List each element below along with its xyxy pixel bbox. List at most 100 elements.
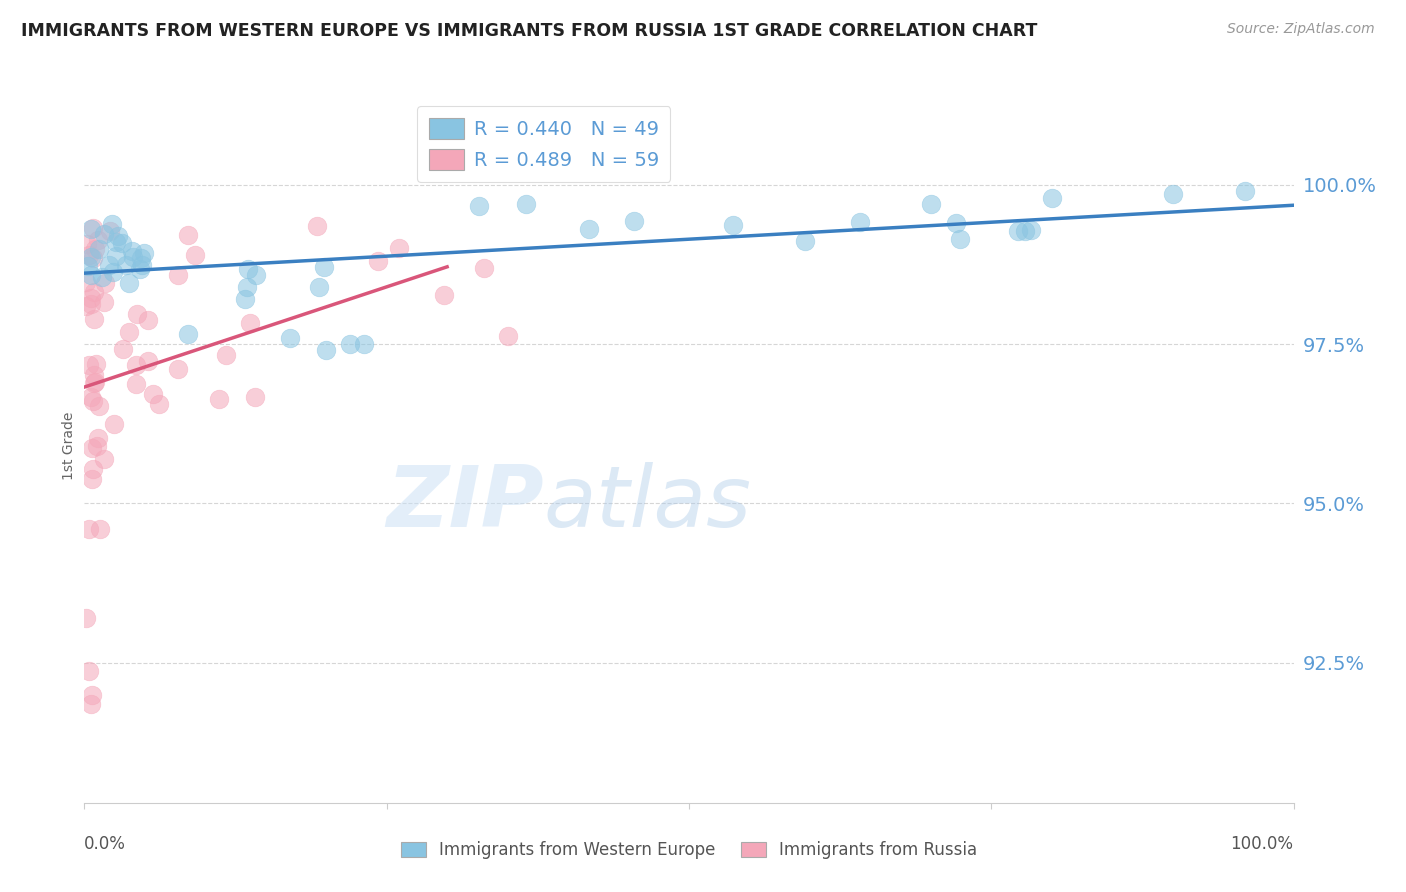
Point	[128, 262, 150, 277]
Point	[93, 451, 115, 466]
Point	[75, 299, 97, 313]
Point	[76, 237, 98, 252]
Point	[112, 342, 135, 356]
Point	[89, 242, 111, 256]
Point	[82, 441, 104, 455]
Point	[86, 431, 108, 445]
Point	[80, 291, 103, 305]
Point	[97, 258, 120, 272]
Point	[83, 285, 105, 299]
Point	[79, 248, 101, 262]
Point	[949, 232, 972, 246]
Point	[77, 259, 100, 273]
Point	[367, 254, 389, 268]
Point	[1019, 223, 1042, 237]
Point	[215, 348, 238, 362]
Point	[79, 698, 101, 712]
Point	[307, 219, 329, 234]
Text: Source: ZipAtlas.com: Source: ZipAtlas.com	[1227, 22, 1375, 37]
Point	[315, 343, 337, 358]
Point	[104, 249, 127, 263]
Point	[623, 213, 645, 227]
Point	[79, 222, 101, 236]
Point	[136, 313, 159, 327]
Point	[101, 217, 124, 231]
Point	[89, 521, 111, 535]
Point	[98, 224, 121, 238]
Point	[166, 362, 188, 376]
Point	[278, 331, 301, 345]
Point	[433, 288, 456, 302]
Point	[515, 197, 537, 211]
Point	[794, 234, 817, 248]
Point	[177, 327, 200, 342]
Point	[1040, 190, 1063, 204]
Point	[472, 261, 495, 276]
Point	[83, 376, 105, 391]
Point	[77, 664, 100, 678]
Point	[721, 218, 744, 232]
Point	[131, 258, 153, 272]
Point	[117, 325, 139, 339]
Point	[82, 220, 104, 235]
Point	[167, 268, 190, 283]
Point	[75, 610, 97, 624]
Legend: Immigrants from Western Europe, Immigrants from Russia: Immigrants from Western Europe, Immigran…	[394, 835, 984, 866]
Point	[84, 243, 107, 257]
Point	[121, 244, 143, 259]
Point	[115, 258, 138, 272]
Point	[578, 221, 600, 235]
Text: ZIP: ZIP	[387, 461, 544, 545]
Point	[177, 227, 200, 242]
Point	[93, 277, 115, 291]
Point	[80, 268, 103, 283]
Point	[82, 461, 104, 475]
Point	[77, 358, 100, 372]
Text: 100.0%: 100.0%	[1230, 835, 1294, 853]
Point	[945, 216, 967, 230]
Point	[849, 215, 872, 229]
Point	[312, 260, 335, 275]
Point	[82, 252, 104, 266]
Point	[468, 199, 491, 213]
Point	[80, 472, 103, 486]
Y-axis label: 1st Grade: 1st Grade	[62, 412, 76, 480]
Point	[84, 376, 107, 390]
Point	[87, 233, 110, 247]
Point	[920, 197, 942, 211]
Point	[118, 276, 141, 290]
Point	[236, 261, 259, 276]
Point	[101, 265, 124, 279]
Point	[104, 235, 127, 249]
Point	[245, 268, 267, 283]
Point	[1014, 224, 1036, 238]
Text: atlas: atlas	[544, 461, 752, 545]
Point	[132, 246, 155, 260]
Point	[236, 280, 259, 294]
Text: IMMIGRANTS FROM WESTERN EUROPE VS IMMIGRANTS FROM RUSSIA 1ST GRADE CORRELATION C: IMMIGRANTS FROM WESTERN EUROPE VS IMMIGR…	[21, 22, 1038, 40]
Point	[83, 312, 105, 326]
Point	[124, 358, 146, 372]
Point	[498, 329, 520, 343]
Point	[1161, 187, 1184, 202]
Point	[339, 337, 361, 351]
Point	[1007, 224, 1029, 238]
Point	[107, 228, 129, 243]
Point	[80, 688, 103, 702]
Point	[80, 250, 103, 264]
Point	[1234, 184, 1257, 198]
Point	[83, 368, 105, 383]
Point	[127, 307, 149, 321]
Point	[80, 390, 103, 404]
Point	[75, 275, 97, 289]
Point	[142, 386, 165, 401]
Point	[103, 417, 125, 431]
Point	[124, 376, 146, 391]
Point	[111, 235, 134, 250]
Point	[82, 394, 104, 409]
Point	[91, 270, 114, 285]
Point	[84, 357, 107, 371]
Point	[233, 292, 256, 306]
Point	[86, 438, 108, 452]
Text: 0.0%: 0.0%	[84, 835, 127, 853]
